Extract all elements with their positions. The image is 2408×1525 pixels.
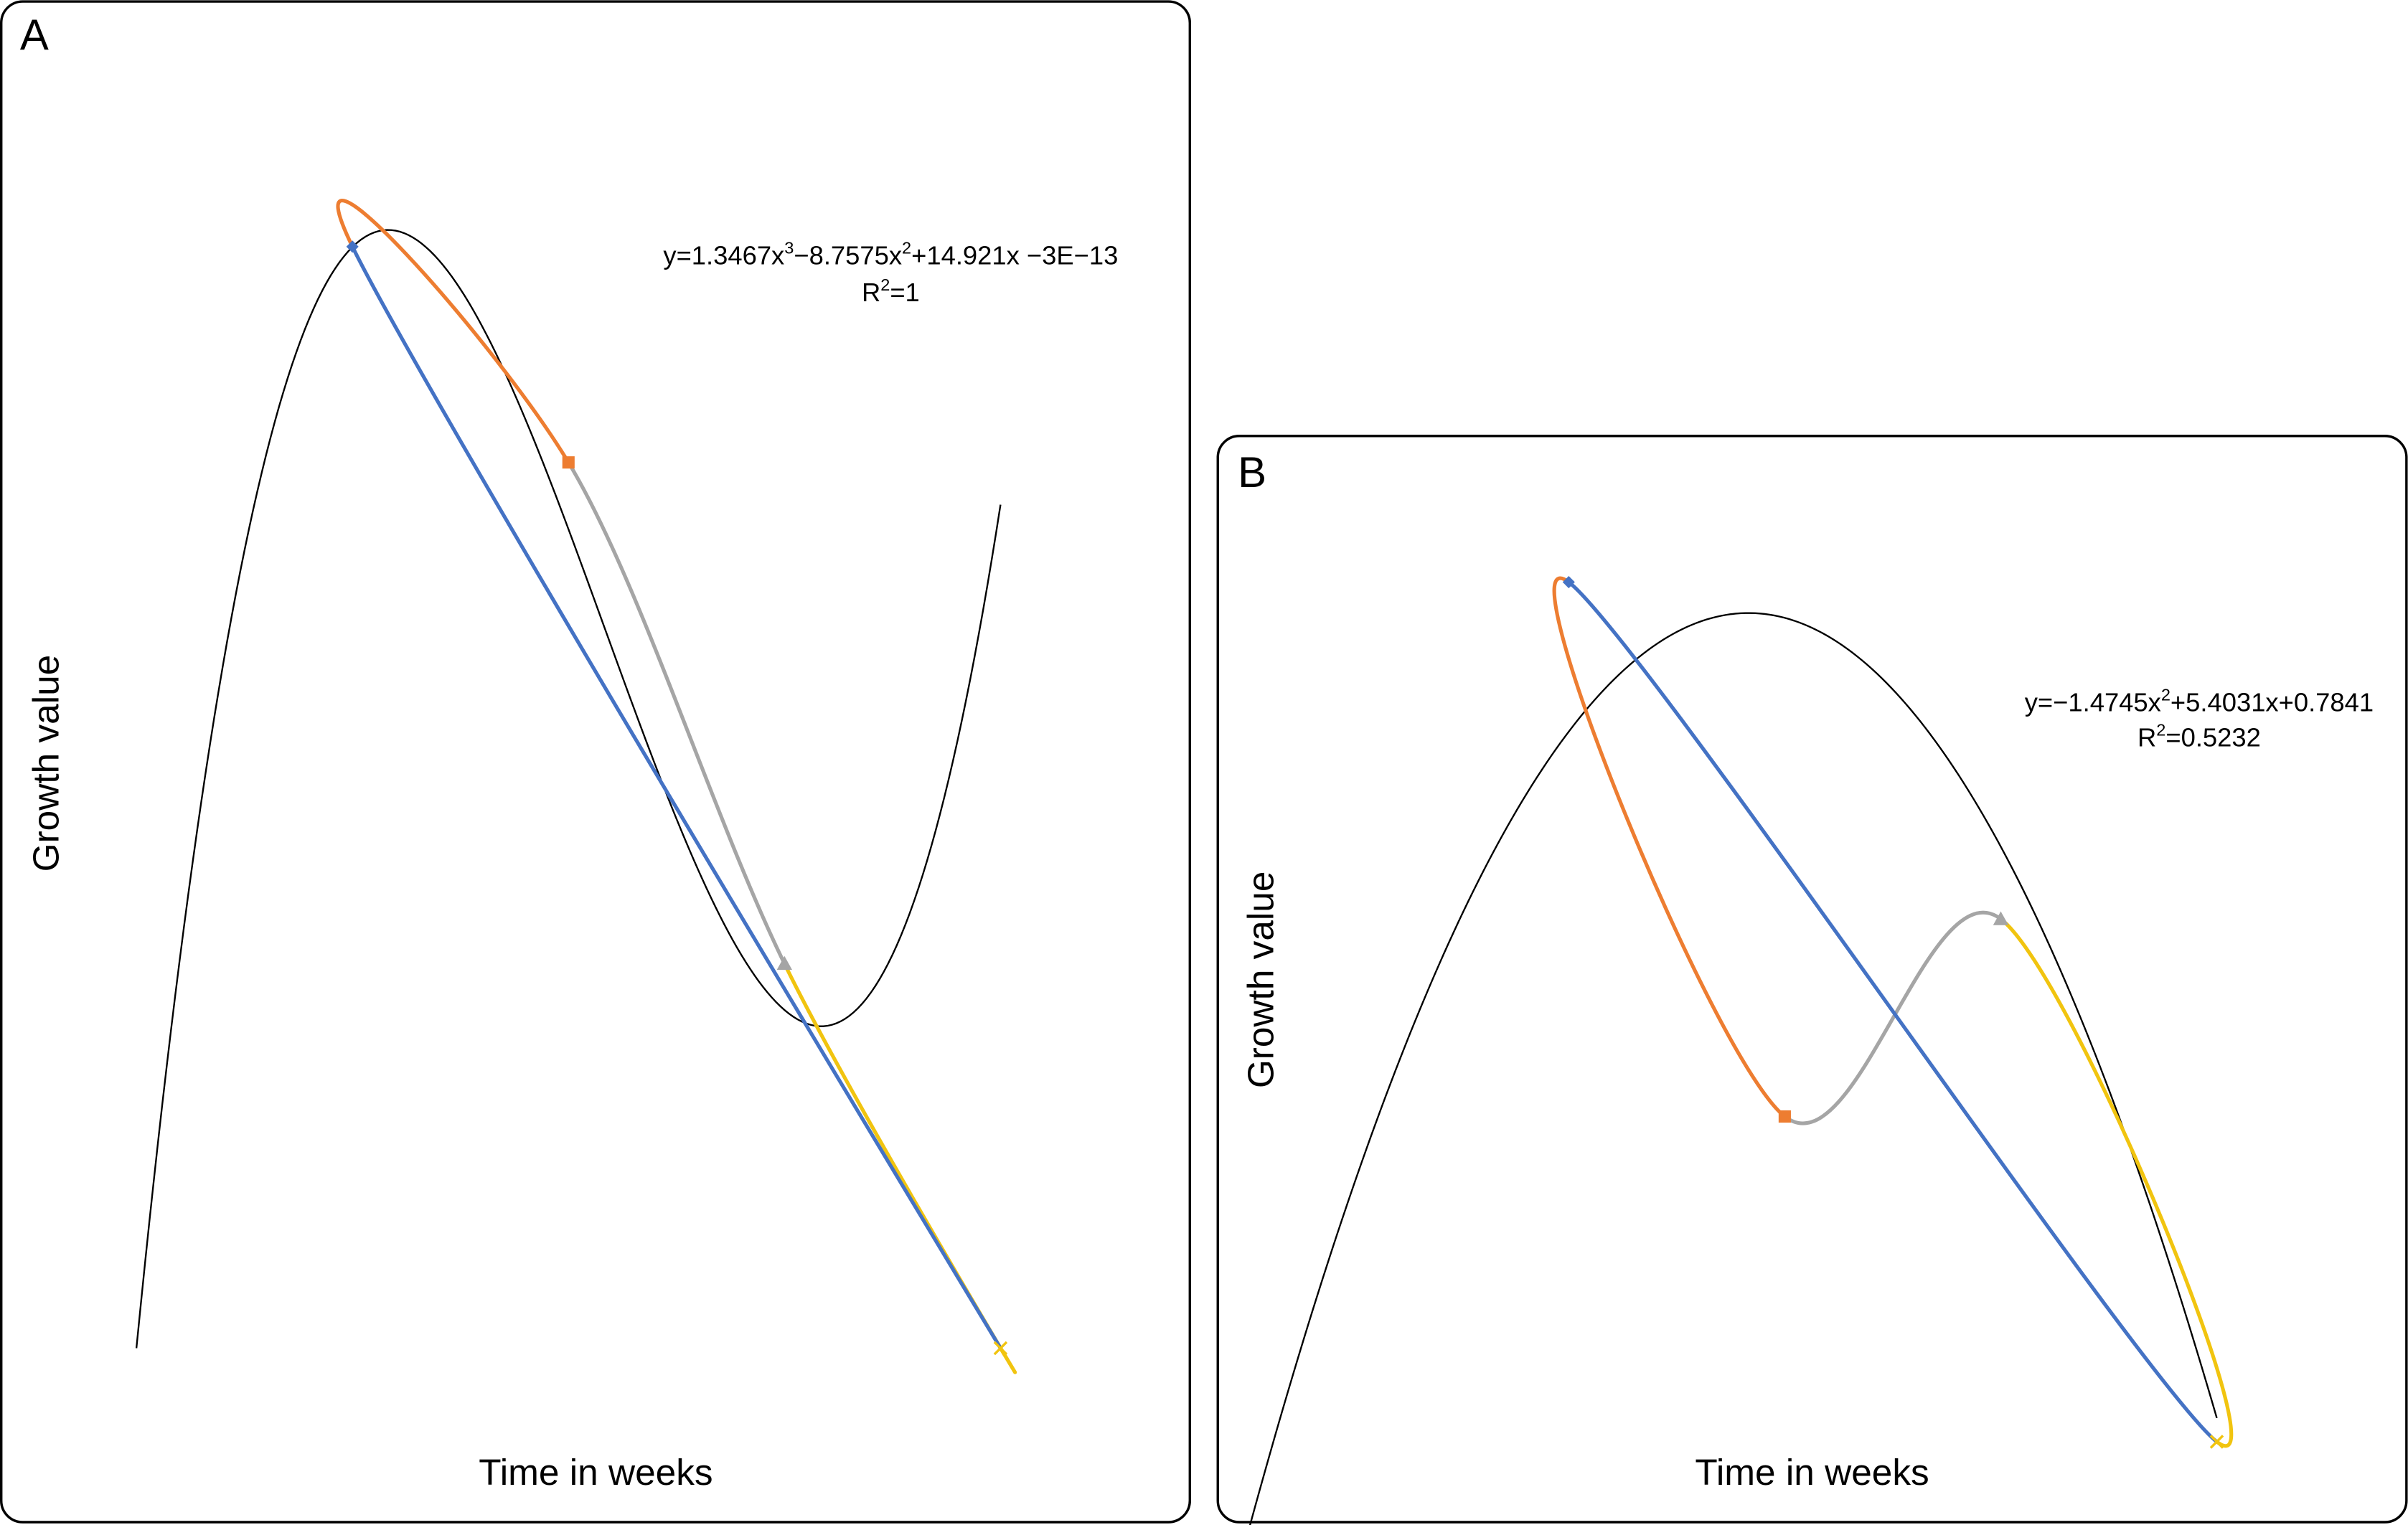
- panel-a-plot: [135, 199, 1017, 1374]
- panel-a-point-2: [562, 456, 575, 469]
- panel-a-series-1-line: [336, 199, 570, 464]
- panel-a-series-4-line: [350, 245, 1002, 1349]
- panel-b-equation: y=−1.4745x2+5.4031x+0.7841: [2025, 685, 2374, 717]
- panel-b-plot: [1248, 575, 2234, 1525]
- panel-a-point-1: [346, 240, 359, 253]
- panel-b-series-3-line: [1999, 917, 2234, 1448]
- panel-a-xlabel: Time in weeks: [479, 1452, 712, 1493]
- panel-b-ylabel: Growth value: [1240, 872, 1281, 1089]
- panel-b-series-2-line: [1783, 910, 2002, 1125]
- panel-a-trendline: [135, 229, 1002, 1349]
- panel-b-label: B: [1238, 448, 1266, 496]
- panel-b-point-4: [2209, 1435, 2224, 1449]
- panel-b-point-2: [1778, 1110, 1791, 1123]
- panel-a-label: A: [20, 11, 49, 59]
- panel-b-trendline: [1248, 612, 2218, 1525]
- panel-b: B Growth value Time in weeks y=−1.4745x2…: [1216, 435, 2408, 1525]
- panel-b-frame: [1216, 435, 2408, 1524]
- panel-b-xlabel: Time in weeks: [1695, 1452, 1929, 1493]
- panel-a-frame: [0, 0, 1192, 1524]
- panel-a-series-2-line: [567, 461, 786, 965]
- panel-a: A Growth value Time in weeks y=1.3467x3−…: [0, 0, 1192, 1524]
- panel-b-r-squared: R2=0.5232: [2137, 721, 2261, 752]
- panel-a-r-squared: R2=1: [862, 275, 920, 307]
- panel-a-point-4: [993, 1341, 1008, 1356]
- panel-a-equation: y=1.3467x3−8.7575x2+14.921x −3E−13: [663, 238, 1118, 270]
- panel-a-ylabel: Growth value: [25, 655, 66, 872]
- panel-b-series-4-line: [1567, 580, 2219, 1443]
- panel-b-point-3: [1993, 911, 2009, 925]
- panel-a-point-3: [776, 955, 793, 971]
- panel-b-series-1-line: [1552, 576, 1786, 1118]
